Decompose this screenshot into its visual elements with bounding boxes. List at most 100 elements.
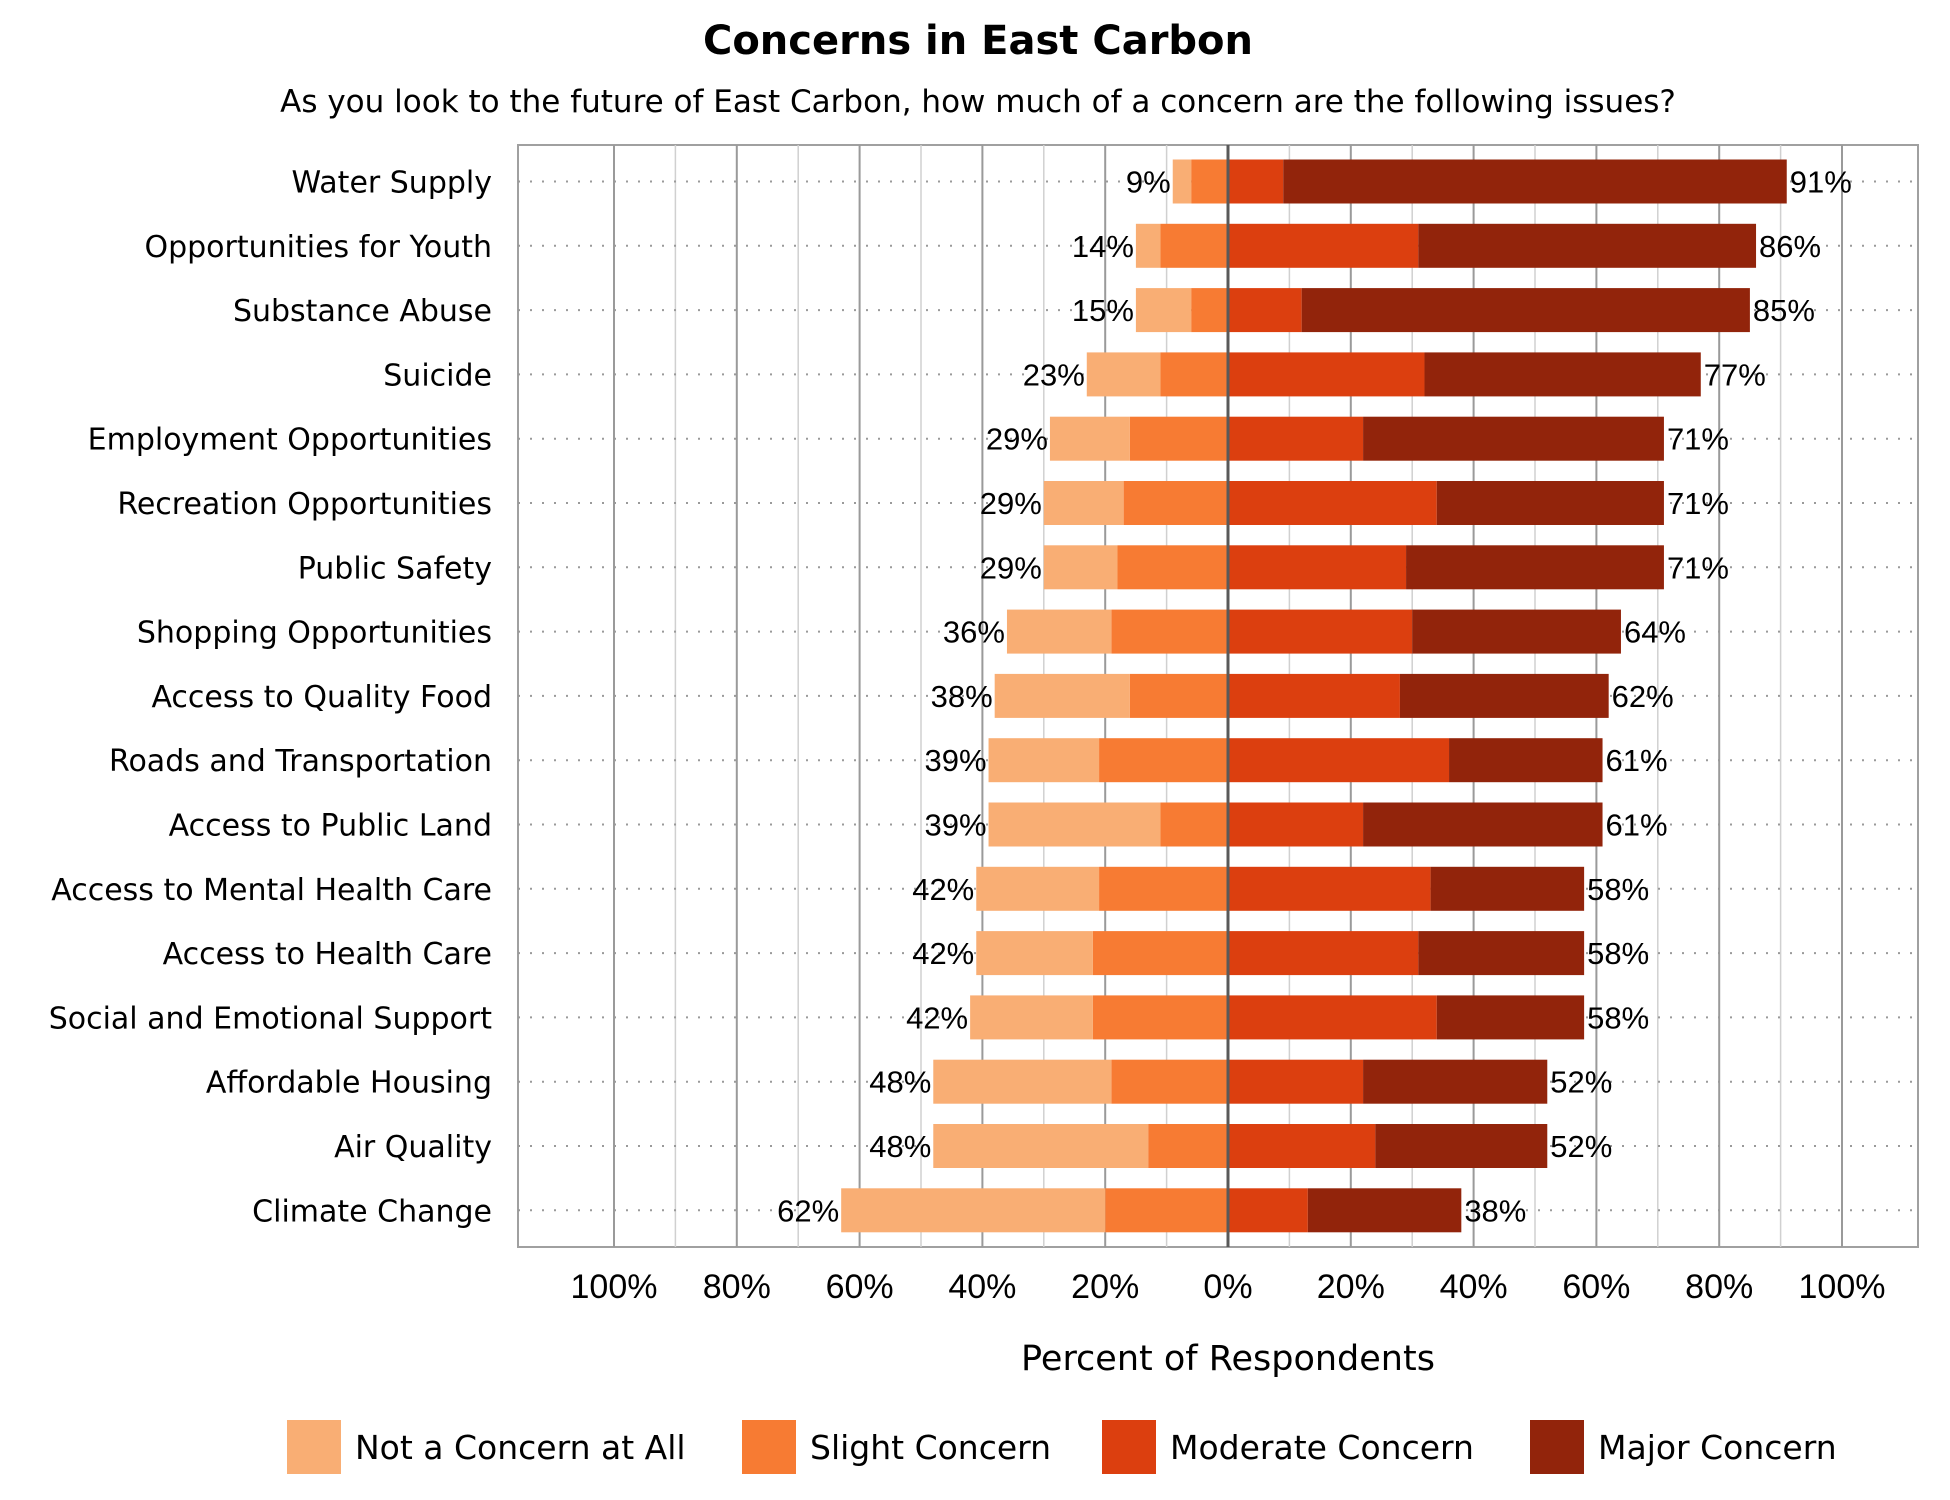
bar-segment-major-concern [1399, 673, 1609, 718]
data-label-negative-total: 39% [924, 808, 986, 843]
bar-segment-moderate-concern [1228, 738, 1450, 783]
data-label-negative-total: 29% [986, 422, 1048, 457]
category-label: Opportunities for Youth [144, 230, 492, 265]
data-label-negative-total: 39% [924, 743, 986, 778]
data-label-positive-total: 91% [1790, 165, 1852, 200]
bar-segment-not-a-concern [933, 1124, 1149, 1168]
bar-segment-major-concern [1363, 1059, 1548, 1104]
bar-segment-moderate-concern [1228, 416, 1364, 461]
bar-segment-moderate-concern [1228, 866, 1431, 911]
bar-segment-not-a-concern [841, 1188, 1106, 1233]
bar-segment-major-concern [1412, 609, 1621, 654]
bar-segment-slight-concern [1123, 481, 1228, 525]
x-tick-label: 40% [948, 1268, 1016, 1306]
bar-segment-slight-concern [1111, 1059, 1228, 1104]
legend-label: Major Concern [1598, 1428, 1837, 1467]
data-label-positive-total: 58% [1587, 1000, 1649, 1035]
bar-segment-slight-concern [1092, 931, 1228, 976]
bar-segment-moderate-concern [1228, 931, 1419, 976]
x-tick-label: 20% [1317, 1268, 1385, 1306]
bar-segment-not-a-concern [988, 802, 1161, 847]
x-axis-ticks: 100% 80% 60% 40% 20% 0% 20% 40% 60% 80% 100% [571, 1268, 1886, 1306]
bar-segment-major-concern [1283, 159, 1787, 204]
data-label-negative-total: 29% [980, 486, 1042, 521]
bar-segment-not-a-concern [1135, 288, 1192, 333]
bar-segment-moderate-concern [1228, 545, 1407, 590]
bar-segment-slight-concern [1105, 1188, 1228, 1233]
x-axis-title: Percent of Respondents [1021, 1339, 1435, 1379]
bar-segment-not-a-concern [1043, 481, 1124, 525]
labels-layer: Water Supply 9% 91% Opportunities for Youth… [49, 165, 1852, 1230]
category-label: Public Safety [298, 551, 492, 586]
category-label: Access to Quality Food [151, 680, 492, 715]
data-label-negative-total: 38% [931, 679, 993, 714]
data-label-positive-total: 61% [1606, 808, 1668, 843]
data-label-positive-total: 71% [1667, 550, 1729, 585]
bar-segment-major-concern [1449, 738, 1603, 783]
category-label: Shopping Opportunities [137, 616, 492, 651]
bar-segment-moderate-concern [1228, 1188, 1308, 1233]
bar-segment-slight-concern [1191, 159, 1228, 204]
x-tick-label: 80% [1685, 1268, 1753, 1306]
data-label-positive-total: 86% [1759, 229, 1821, 264]
bar-segment-slight-concern [1160, 802, 1228, 847]
data-label-positive-total: 58% [1587, 936, 1649, 971]
x-tick-label: 0% [1203, 1268, 1252, 1306]
data-label-negative-total: 42% [912, 872, 974, 907]
data-label-positive-total: 77% [1704, 357, 1766, 392]
bar-segment-major-concern [1307, 1188, 1462, 1233]
x-tick-label: 20% [1071, 1268, 1139, 1306]
category-label: Social and Emotional Support [49, 1001, 493, 1036]
category-label: Employment Opportunities [88, 423, 492, 458]
bar-segment-not-a-concern [1086, 352, 1161, 397]
legend-label: Moderate Concern [1170, 1428, 1474, 1467]
bar-segment-slight-concern [1148, 1124, 1228, 1168]
bar-segment-major-concern [1418, 931, 1585, 976]
category-label: Water Supply [292, 166, 492, 201]
data-label-negative-total: 62% [777, 1193, 839, 1228]
legend: Not a Concern at All Slight Concern Modera… [287, 1420, 1837, 1474]
bar-segment-moderate-concern [1228, 352, 1425, 397]
x-tick-label: 60% [826, 1268, 894, 1306]
legend-swatch [287, 1420, 341, 1474]
bar-segment-not-a-concern [976, 931, 1093, 976]
data-label-positive-total: 62% [1612, 679, 1674, 714]
legend-swatch [1530, 1420, 1584, 1474]
bar-segment-not-a-concern [1049, 416, 1130, 461]
bar-segment-not-a-concern [970, 995, 1093, 1040]
bar-segment-major-concern [1363, 416, 1664, 461]
data-label-negative-total: 36% [943, 615, 1005, 650]
bar-segment-moderate-concern [1228, 481, 1437, 525]
data-label-positive-total: 52% [1550, 1129, 1612, 1164]
bar-segment-major-concern [1418, 223, 1757, 268]
data-label-negative-total: 9% [1126, 165, 1171, 200]
bar-segment-major-concern [1436, 995, 1585, 1040]
bar-segment-slight-concern [1111, 609, 1228, 654]
bar-segment-slight-concern [1160, 223, 1228, 268]
data-label-negative-total: 29% [980, 550, 1042, 585]
bar-segment-major-concern [1436, 481, 1664, 525]
bar-segment-major-concern [1406, 545, 1664, 590]
bar-segment-slight-concern [1191, 288, 1228, 333]
legend-label: Not a Concern at All [355, 1428, 686, 1467]
category-label: Substance Abuse [233, 294, 492, 329]
data-label-negative-total: 23% [1023, 357, 1085, 392]
legend-swatch [1102, 1420, 1156, 1474]
category-label: Access to Health Care [163, 937, 492, 972]
data-label-positive-total: 61% [1606, 743, 1668, 778]
bar-segment-moderate-concern [1228, 802, 1364, 847]
bar-segment-slight-concern [1099, 866, 1228, 911]
bar-segment-not-a-concern [994, 673, 1130, 718]
bar-segment-not-a-concern [933, 1059, 1112, 1104]
legend-label: Slight Concern [810, 1428, 1051, 1467]
bar-segment-major-concern [1301, 288, 1750, 333]
data-label-negative-total: 42% [906, 1000, 968, 1035]
x-tick-label: 100% [1799, 1268, 1886, 1306]
data-label-positive-total: 71% [1667, 486, 1729, 521]
bar-segment-moderate-concern [1228, 1124, 1376, 1168]
bar-segment-not-a-concern [1006, 609, 1112, 654]
bar-segment-not-a-concern [988, 738, 1100, 783]
bar-segment-slight-concern [1117, 545, 1228, 590]
category-label: Roads and Transportation [109, 744, 492, 779]
